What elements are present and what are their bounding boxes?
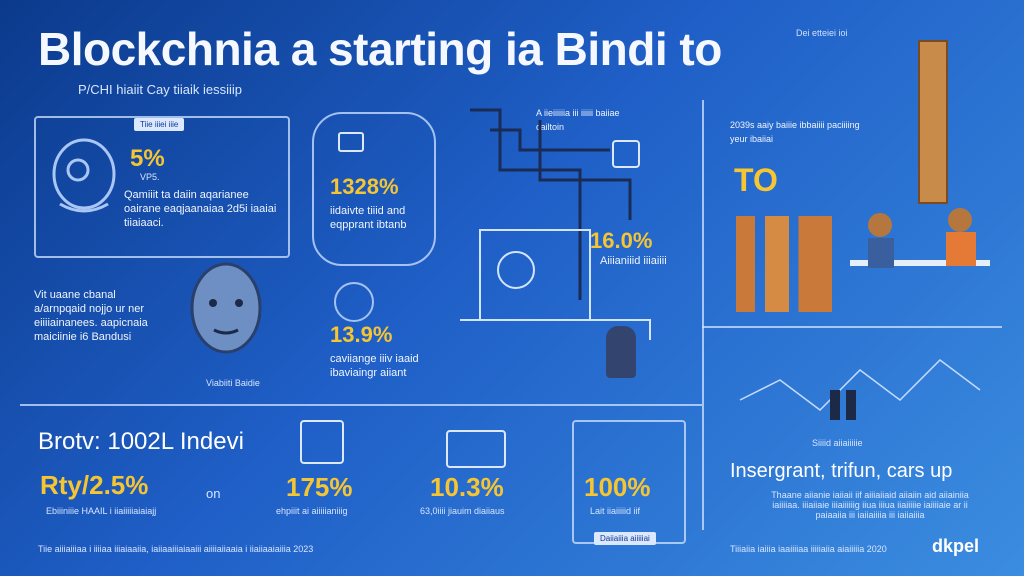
tower-icon [918,40,948,204]
right-panel-text: Thaane aiianie iaiiaii iif aiiiaiiaid ai… [771,490,969,520]
left-stat: 5% [130,145,165,172]
bottom-stat-2-value: 175% [286,472,353,502]
bottom-icon-2 [446,430,506,468]
bottom-stat-2-label: ehpiiit ai aiiiiianiiig [276,506,348,516]
left-side-text: Vit uaane cbanal a/arnpqaid nojjo ur ner… [34,289,148,343]
bottom-stat-1-suffix: on [206,486,221,501]
bottom-badge: Daiiaiiia aiiiiiai [594,532,656,545]
chart-sketch-icon [730,340,990,430]
bottom-footer: Tiie aiiiaiiiaa i iiiiaa iiiaiaaiia, iai… [38,544,314,554]
center-stat-1-text: iidaivte tiiid and eqpprant ibtanb [330,205,407,231]
meeting-people-illustration [840,200,1000,310]
center-stat-2: 13.9% [330,322,393,347]
center-ring-decoration [312,112,436,266]
brain-icon [48,134,120,220]
flow-stat: 16.0% [590,228,653,253]
city-buildings-icon [736,216,832,312]
corner-note: Dei etteiei ioi [796,28,848,38]
person-caption: Viabiiti Baidie [206,378,260,388]
wave-chart-svg [739,359,981,420]
right-heading: Insergrant, trifun, cars up [730,460,953,482]
page-title: Blockchnia a starting ia Bindi to [38,23,722,75]
bottom-stat-1-label: Ebiiiniiie HAAIL i iiaiiiiiaiaiajj [46,506,157,516]
person-face-illustration [190,262,262,354]
vertical-divider [702,100,704,530]
brain-illustration [52,138,116,213]
figure-icon [606,326,636,378]
page-subtitle: P/CHI hiaiit Cay tiiaik iessiiip [78,82,242,97]
right-caption: Siiiid aiiaiiiiie [812,438,863,448]
globe-icon [334,282,374,322]
person-seated-icon [612,140,640,168]
bottom-stat-3-label: 63,0iiii jiauim diaiiaus [420,506,505,516]
brand-logo: dkpel [932,536,980,556]
left-panel-text: Qamiiit ta daiin aqarianee oairane eaqja… [124,189,277,229]
right-to-label: TO [734,162,778,198]
bottom-stat-3-value: 10.3% [430,472,504,502]
bottom-stat-1-value: Rty/2.5% [40,470,149,500]
bottom-stat-4-label: Lait iiaiiiiid iif [590,506,641,516]
flow-circuit-lines [460,108,651,340]
left-panel-badge: Tiie iiiei iiie [134,118,185,131]
bottom-heading: Brotv: 1002L Indevi [38,428,244,455]
left-stat-label: VP5. [140,172,160,182]
left-info-panel [34,116,290,258]
bottom-stat-4-value: 100% [584,472,651,502]
center-stat-2-text: caviiange iiiv iaaid ibaviaingr aiiant [330,353,419,379]
right-panel-note: 2039s aaiy baiiie ibbaiiii paciiiing yeu… [730,120,860,144]
flow-stat-text: Aiiianiiid iiiaiiii [600,255,667,267]
person-portrait [176,258,276,368]
right-horizontal-divider [702,326,1002,328]
right-footer: Tiiiaiia iaiiia iaaiiiiaa iiiiiaiia aiai… [730,544,887,554]
bottom-icon-1 [300,420,344,464]
bottom-horizontal-divider [20,404,702,406]
server-icon [338,132,364,152]
flow-note: A iieiiiiiia iii iiiiii baiiae cailtoin [536,108,620,132]
center-stat-1: 1328% [330,174,399,199]
meeting-scene-svg [850,208,990,268]
